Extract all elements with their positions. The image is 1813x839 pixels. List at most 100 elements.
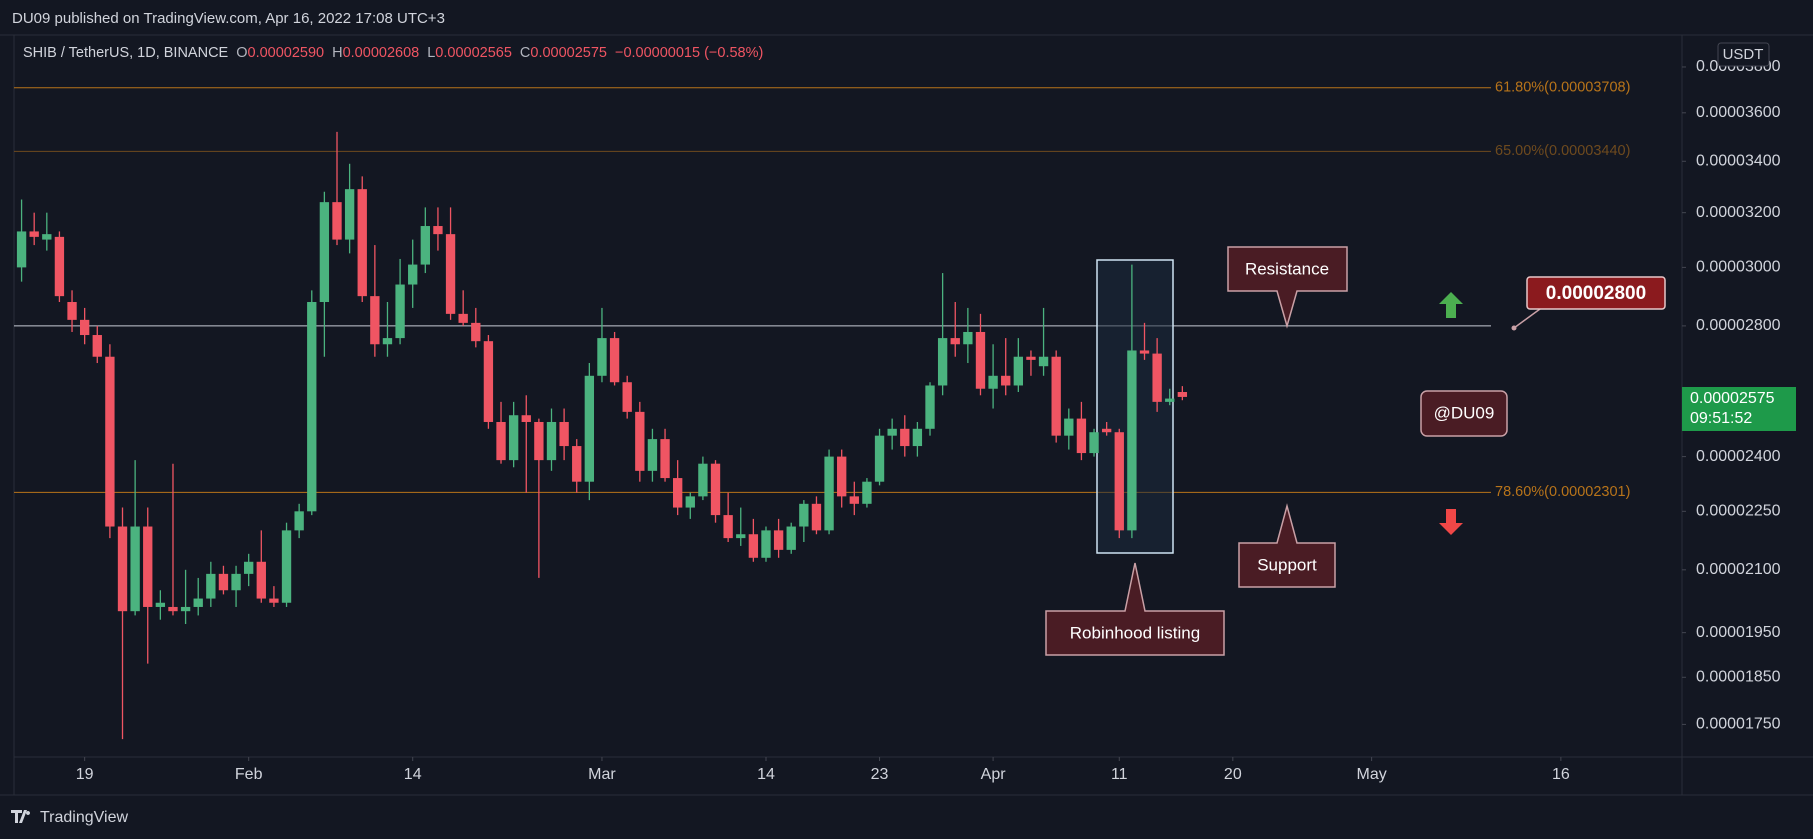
currency-box — [1717, 42, 1770, 67]
candle-body — [609, 338, 620, 383]
candle-body — [572, 446, 582, 482]
candle-body — [824, 456, 834, 531]
watermark-box — [1420, 390, 1508, 437]
up-arrow — [1439, 292, 1463, 318]
y-tick-label: 0.00002800 — [1696, 317, 1781, 334]
candle-body — [408, 264, 418, 285]
y-tick-label: 0.00002400 — [1696, 448, 1781, 465]
candle-body — [761, 530, 771, 558]
candle-body — [332, 202, 342, 240]
candle-body — [155, 602, 166, 607]
logo — [11, 810, 31, 823]
x-tick-label: Apr — [981, 766, 1007, 783]
candle-body — [193, 598, 203, 607]
candle-body — [344, 189, 355, 240]
candle-body — [1114, 432, 1124, 531]
countdown: 09:51:52 — [1690, 410, 1752, 427]
ohlc-value: 0.00002565 — [435, 45, 512, 61]
ohlc-label: C — [520, 45, 530, 61]
candles — [16, 131, 1188, 740]
candle-body — [281, 530, 292, 603]
fib-label: 78.60%(0.00002301) — [1495, 484, 1630, 500]
x-tick-label: 11 — [1111, 766, 1128, 783]
candle-body — [1038, 356, 1049, 367]
x-tick-label: 14 — [757, 766, 775, 783]
currency: USDT — [1723, 46, 1764, 63]
x-tick-label: 14 — [404, 766, 422, 783]
candle-body — [710, 463, 721, 516]
ohlc-label: O — [236, 45, 247, 61]
brand: TradingView — [40, 809, 128, 826]
candle-body — [370, 296, 380, 345]
candle-body — [307, 302, 317, 512]
candle-body — [723, 515, 733, 539]
candle-body — [546, 421, 557, 461]
candle-body — [130, 526, 140, 612]
annotation: Resistance — [1245, 259, 1329, 278]
candle-body — [319, 202, 330, 303]
plot-area: 0.000038000.000036000.000034000.00003200… — [14, 58, 1781, 783]
y-tick-label: 0.00003400 — [1696, 152, 1781, 169]
candle-body — [1001, 375, 1011, 386]
candle-body — [445, 234, 456, 314]
x-tick-label: 16 — [1552, 766, 1570, 783]
x-tick-label: 19 — [76, 766, 94, 783]
candle-body — [698, 463, 708, 497]
callout — [1045, 562, 1225, 656]
callout — [1238, 503, 1336, 588]
candle-body — [862, 481, 872, 504]
candle-body — [635, 411, 645, 471]
candle-body — [206, 573, 216, 599]
candle-body — [1152, 353, 1162, 402]
candle-body — [887, 428, 897, 436]
price-callout — [1526, 276, 1666, 310]
callout — [1227, 246, 1348, 329]
candle-body — [1064, 418, 1074, 436]
candle-body — [244, 561, 254, 574]
candle-body — [900, 428, 910, 447]
candle-body — [685, 496, 695, 508]
y-tick-label: 0.00002250 — [1696, 503, 1781, 520]
candle-body — [988, 375, 998, 389]
price-callout-label: 0.00002800 — [1546, 283, 1646, 304]
candle-body — [458, 313, 468, 323]
candle-body — [16, 231, 27, 268]
candle-body — [496, 421, 506, 461]
y-tick-label: 0.00003000 — [1696, 259, 1781, 276]
candle-body — [269, 598, 279, 603]
candle-body — [117, 526, 128, 612]
ohlc-label: L — [427, 45, 435, 61]
candle-body — [799, 503, 809, 527]
candle-body — [521, 415, 531, 422]
candle-body — [1089, 432, 1099, 454]
candle-body — [849, 496, 859, 504]
candle-body — [937, 338, 948, 386]
symbol: SHIB / TetherUS, 1D, BINANCE — [23, 45, 229, 61]
candle-body — [559, 421, 569, 447]
annotation: @DU09 — [1434, 403, 1495, 422]
publisher: DU09 published on TradingView.com, Apr 1… — [12, 10, 445, 27]
candle-body — [1076, 418, 1087, 454]
candle-body — [950, 338, 960, 345]
candle-body — [1051, 356, 1061, 436]
candle-body — [105, 356, 115, 527]
candle-body — [647, 439, 658, 471]
change: −0.00000015 (−0.58%) — [615, 45, 763, 61]
candle-body — [1165, 398, 1175, 402]
candle-body — [975, 331, 986, 389]
candle-body — [837, 456, 847, 497]
y-tick-label: 0.00001750 — [1696, 716, 1781, 733]
candle-body — [471, 322, 481, 342]
candle-body — [143, 526, 153, 607]
ohlc-header: SHIB / TetherUS, 1D, BINANCE O0.00002590 H… — [23, 45, 763, 61]
y-tick-label: 0.00003200 — [1696, 204, 1781, 221]
fib-label: 65.00%(0.00003440) — [1495, 143, 1630, 159]
candle-body — [29, 231, 39, 237]
y-tick-label: 0.00001850 — [1696, 669, 1781, 686]
candle-body — [912, 428, 923, 447]
candle-body — [1127, 350, 1137, 531]
candle-body — [67, 302, 77, 320]
candle-body — [231, 573, 241, 591]
pointer-dot — [1511, 325, 1517, 331]
